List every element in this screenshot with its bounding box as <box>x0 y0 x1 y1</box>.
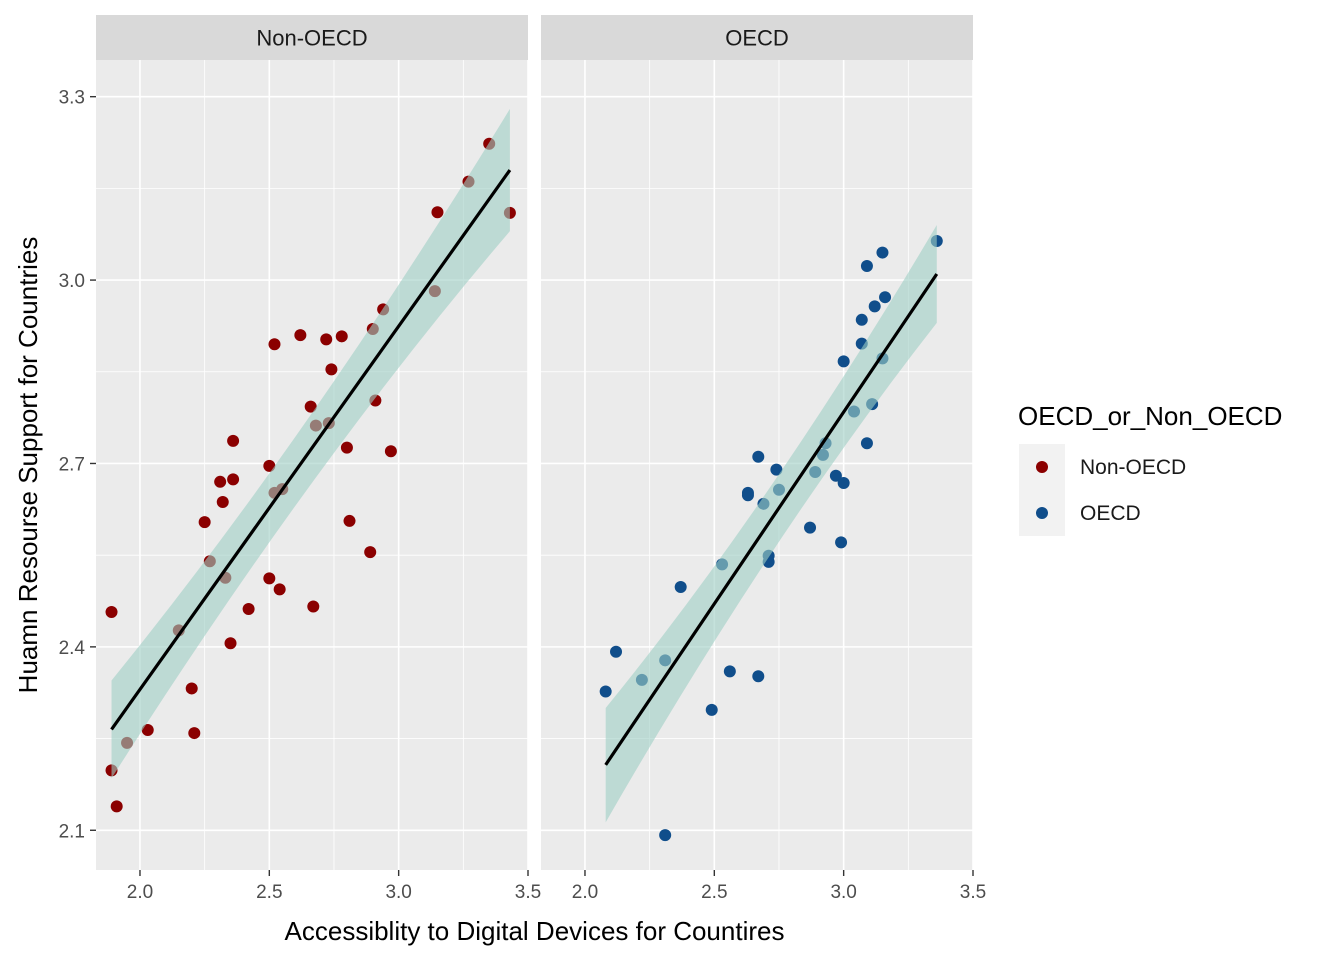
panel-1-data-point <box>227 434 240 447</box>
panel-2-data-point <box>659 829 672 842</box>
panel-2-data-point <box>752 450 765 463</box>
y-axis-title: Huamn Resourse Support for Countries <box>13 237 43 694</box>
panel-1-data-point <box>294 329 307 342</box>
panel-1-data-point <box>198 516 211 529</box>
panel-1-data-point <box>141 724 154 737</box>
panel-2-data-point <box>837 477 850 490</box>
panel-1-data-point <box>227 473 240 486</box>
panel-2-data-point <box>879 291 892 304</box>
y-tick-label: 2.7 <box>59 454 85 475</box>
panel-2-data-point <box>674 580 687 593</box>
y-tick-label: 2.4 <box>59 638 86 659</box>
panel-1-data-point <box>110 800 123 813</box>
panel-1-data-point <box>384 445 397 458</box>
panel-1-confidence-band <box>111 108 510 779</box>
panel-1-data-point <box>364 546 377 559</box>
panel-2-data-point <box>599 685 612 698</box>
panel-1-data-point <box>268 338 281 351</box>
panel-2-x-tick-label: 3.0 <box>830 882 856 903</box>
panel-2-data-point <box>770 463 783 476</box>
panel-1-data-point <box>431 206 444 219</box>
panel-2-data-point <box>868 300 881 313</box>
legend-key-oecd <box>1036 507 1048 519</box>
legend-title: OECD_or_Non_OECD <box>1018 401 1282 431</box>
panel-2-data-point <box>860 437 873 450</box>
y-tick-label: 3.3 <box>59 88 85 109</box>
panel-1-data-point <box>214 475 227 488</box>
panel-1-x-tick-label: 2.0 <box>127 882 153 903</box>
panel-1-data-point <box>185 682 198 695</box>
panel-2-confidence-band <box>605 225 937 823</box>
y-tick-label: 2.1 <box>59 821 85 842</box>
panel-1-data-point <box>335 330 348 343</box>
panel-2-data-point <box>835 536 848 549</box>
panel-2-data-point <box>829 469 842 482</box>
panel-2-data-point <box>876 246 889 259</box>
panel-1-data-point <box>224 637 237 650</box>
panel-1-x-tick-label: 3.0 <box>385 882 411 903</box>
panel-1-regression-line <box>110 169 512 731</box>
panel-2-regression-line <box>604 273 939 766</box>
panel-1-x-tick-label: 3.5 <box>515 882 541 903</box>
panel-1-data-point <box>340 441 353 454</box>
x-axis-title: Accessiblity to Digital Devices for Coun… <box>285 916 785 946</box>
panel-2-x-tick-label: 2.5 <box>701 882 727 903</box>
panel-1-data-point <box>273 583 286 596</box>
panel-2-data-point <box>837 355 850 368</box>
panel-2-data-point <box>723 665 736 678</box>
y-tick-label: 3.0 <box>59 271 85 292</box>
legend-label: OECD <box>1080 502 1141 525</box>
panel-2-x-tick-label: 2.0 <box>572 882 598 903</box>
panel-2-data-point <box>610 645 623 658</box>
panel-1-data-point <box>343 514 356 527</box>
panel-2-strip-label: OECD <box>725 26 789 51</box>
panel-2-data-point <box>741 489 754 502</box>
panel-1-data-point <box>325 363 338 376</box>
panel-1-x-tick-label: 2.5 <box>256 882 282 903</box>
panel-1-strip <box>96 15 528 60</box>
panel-1-data-point <box>320 333 333 346</box>
panel-2-data-point <box>804 521 817 534</box>
panel-2-data-point <box>705 703 718 716</box>
panel-2-strip <box>541 15 973 60</box>
panel-1-data-point <box>216 495 229 508</box>
panel-2-data-point <box>860 260 873 273</box>
panel-1-data-point <box>188 727 201 740</box>
panel-2-data-point <box>752 670 765 683</box>
panel-1-strip-label: Non-OECD <box>256 26 367 51</box>
legend-key-non-oecd <box>1036 461 1048 473</box>
panel-2-data-point <box>855 313 868 326</box>
panel-1-data-point <box>105 606 118 619</box>
legend-label: Non-OECD <box>1080 456 1186 479</box>
panel-1-data-point <box>263 572 276 585</box>
panel-2-x-tick-label: 3.5 <box>960 882 986 903</box>
panel-1-data-point <box>263 459 276 472</box>
panel-1-data-point <box>304 400 317 413</box>
panel-1-data-point <box>242 602 255 615</box>
panel-1-data-point <box>307 600 320 613</box>
